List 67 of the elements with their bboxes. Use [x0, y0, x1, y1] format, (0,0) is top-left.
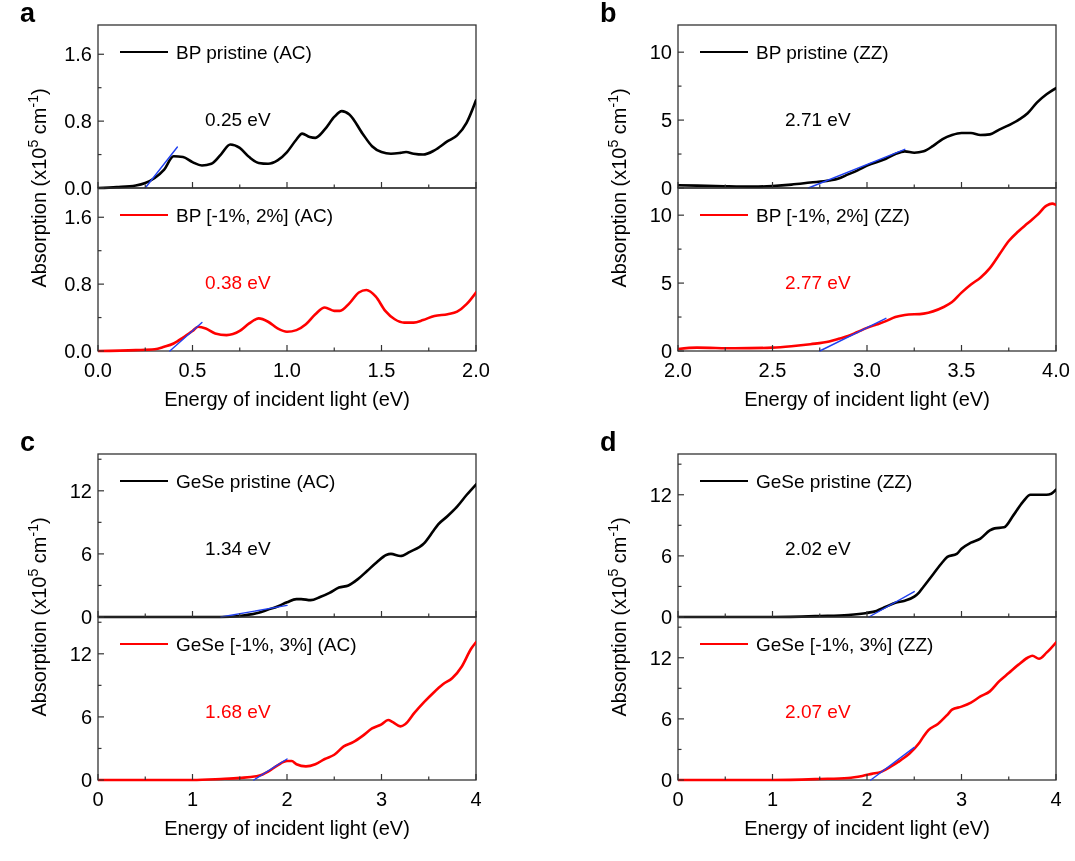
- x-tick-label: 4: [470, 788, 482, 810]
- legend-label: BP pristine (ZZ): [756, 41, 889, 63]
- annotation: 2.71 eV: [785, 109, 851, 131]
- x-tick-label: 2.0: [462, 359, 490, 381]
- y-tick-label: 6: [80, 705, 92, 728]
- x-tick-label: 2: [861, 788, 873, 810]
- legend-label: GeSe pristine (ZZ): [756, 470, 913, 492]
- y-tick-label: 10: [649, 41, 672, 64]
- x-tick-label: 0.5: [178, 359, 207, 381]
- y-tick-label: 0: [660, 177, 672, 199]
- x-tick-label: 2.5: [758, 359, 787, 381]
- y-tick-label: 1.6: [64, 43, 92, 66]
- y-tick-label: 6: [80, 542, 92, 565]
- annotation: 1.68 eV: [205, 701, 271, 723]
- x-axis-title: Energy of incident light (eV): [164, 817, 410, 839]
- y-tick-label: 6: [660, 544, 672, 567]
- line-series: [678, 86, 1056, 188]
- x-axis-title: Energy of incident light (eV): [164, 388, 410, 410]
- legend-label: GeSe pristine (AC): [176, 470, 336, 492]
- x-axis-title: Energy of incident light (eV): [744, 388, 990, 410]
- x-tick-label: 3.5: [947, 359, 976, 381]
- y-tick-label: 6: [660, 707, 672, 730]
- y-tick-label: 12: [649, 646, 672, 669]
- chart-title: d: [600, 427, 617, 457]
- y-tick-label: 0.0: [64, 340, 92, 362]
- x-tick-label: 3: [955, 788, 968, 810]
- y-tick-label: 0: [660, 769, 672, 791]
- y-tick-label: 0.0: [64, 177, 92, 199]
- x-tick-label: 1: [766, 788, 779, 810]
- annotation: 2.07 eV: [785, 701, 851, 723]
- y-tick-label: 1.6: [64, 206, 92, 229]
- x-tick-label: 3: [375, 788, 388, 810]
- legend-label: BP pristine (AC): [176, 41, 312, 63]
- y-tick-label: 12: [69, 642, 92, 665]
- legend-label: BP [-1%, 2%] (ZZ): [756, 204, 910, 226]
- legend-label: BP [-1%, 2%] (AC): [176, 204, 333, 226]
- y-tick-label: 0: [660, 340, 672, 362]
- y-tick-label: 12: [649, 483, 672, 506]
- annotation: 0.25 eV: [205, 109, 271, 131]
- y-tick-label: 12: [69, 479, 92, 502]
- chart-title: a: [20, 0, 36, 28]
- y-tick-label: 0.8: [64, 273, 92, 296]
- line-series: [678, 202, 1056, 351]
- annotation: 0.38 eV: [205, 272, 271, 294]
- x-tick-label: 4: [1050, 788, 1062, 810]
- x-axis-title: Energy of incident light (eV): [744, 817, 990, 839]
- x-tick-label: 2: [281, 788, 293, 810]
- x-tick-label: 2.0: [664, 359, 692, 381]
- annotation: 2.02 eV: [785, 538, 851, 560]
- x-tick-label: 1: [186, 788, 199, 810]
- y-tick-label: 5: [660, 109, 672, 132]
- x-tick-label: 1.5: [367, 359, 396, 381]
- x-tick-label: 4.0: [1042, 359, 1070, 381]
- y-tick-label: 5: [660, 272, 672, 295]
- legend-label: GeSe [-1%, 3%] (ZZ): [756, 633, 934, 655]
- legend-label: GeSe [-1%, 3%] (AC): [176, 633, 357, 655]
- x-tick-label: 3.0: [853, 359, 881, 381]
- annotation: 1.34 eV: [205, 538, 271, 560]
- chart-title: c: [20, 427, 36, 457]
- y-tick-label: 0: [80, 769, 92, 791]
- y-tick-label: 0: [80, 606, 92, 628]
- x-tick-label: 1.0: [273, 359, 301, 381]
- y-tick-label: 0.8: [64, 110, 92, 133]
- annotation: 2.77 eV: [785, 272, 851, 294]
- y-tick-label: 0: [660, 606, 672, 628]
- y-tick-label: 10: [649, 204, 672, 227]
- chart-title: b: [600, 0, 617, 28]
